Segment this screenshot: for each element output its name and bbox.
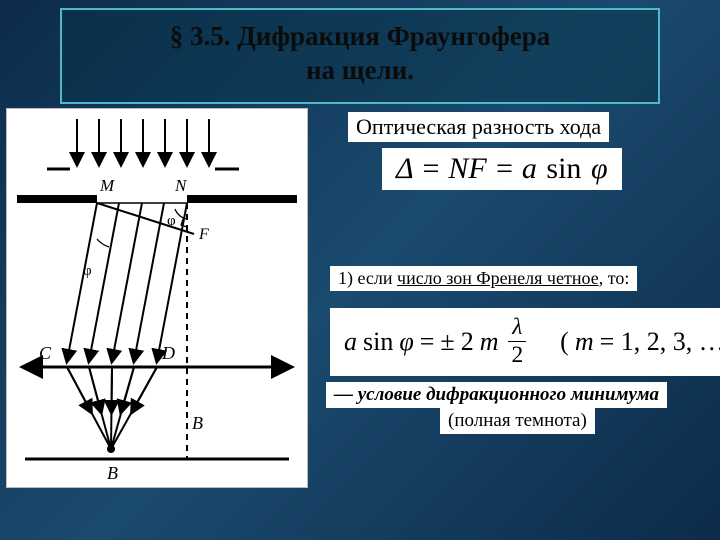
sym-nf: NF — [448, 152, 486, 185]
caption-min-condition: — условие дифракционного минимума — [326, 382, 667, 408]
sym-sin: sin — [546, 152, 581, 185]
svg-text:C: C — [39, 343, 52, 363]
min-m: m — [480, 327, 499, 357]
min-lambda: λ — [508, 316, 526, 342]
even-underlined: число зон Френеля четное — [397, 268, 599, 288]
svg-text:B: B — [192, 413, 203, 433]
even-prefix: 1) если — [338, 268, 397, 288]
caption-min-text: — условие дифракционного минимума — [334, 384, 659, 405]
formula-minimum: a sin φ = ± 2 m λ 2 ( m = 1, 2, 3, … ) — [330, 308, 720, 376]
caption-full-dark-text: (полная темнота) — [448, 410, 587, 431]
title-text: § 3.5. Дифракция Фраунгофера на щели. — [82, 20, 638, 88]
min-phi: φ — [399, 327, 413, 357]
caption-full-dark: (полная темнота) — [440, 408, 595, 434]
min-paren-open: ( — [560, 327, 569, 357]
svg-text:N: N — [174, 176, 188, 195]
min-two: 2 — [461, 327, 474, 357]
min-sin: sin — [363, 327, 393, 357]
even-suffix: , то: — [599, 268, 630, 288]
sym-phi: φ — [591, 152, 608, 185]
sym-eq1: = — [421, 152, 449, 185]
caption-optical-path-text: Оптическая разность хода — [356, 114, 601, 139]
formula-delta: Δ = NF = a sin φ — [382, 148, 622, 190]
min-pm: ± — [440, 327, 454, 357]
svg-text:D: D — [161, 343, 175, 363]
caption-optical-path: Оптическая разность хода — [348, 112, 609, 142]
diffraction-diagram: M N F φ φ C D — [6, 108, 308, 488]
svg-text:M: M — [99, 176, 115, 195]
sym-eq2: = — [494, 152, 522, 185]
sym-a: a — [522, 152, 537, 185]
min-den: 2 — [507, 342, 527, 367]
title-line-2: на щели. — [306, 55, 414, 85]
sym-delta: Δ — [396, 152, 413, 185]
svg-text:φ: φ — [167, 213, 176, 229]
min-range-vals: = 1, 2, 3, … — [600, 327, 720, 357]
svg-text:B: B — [107, 463, 118, 483]
diagram-svg: M N F φ φ C D — [7, 109, 307, 487]
caption-even-zones: 1) если число зон Френеля четное, то: — [330, 266, 637, 291]
min-a: a — [344, 327, 357, 357]
min-range-m: m — [575, 327, 594, 357]
title-line-1: § 3.5. Дифракция Фраунгофера — [170, 21, 551, 51]
title-panel: § 3.5. Дифракция Фраунгофера на щели. — [60, 8, 660, 104]
svg-text:F: F — [198, 226, 209, 243]
